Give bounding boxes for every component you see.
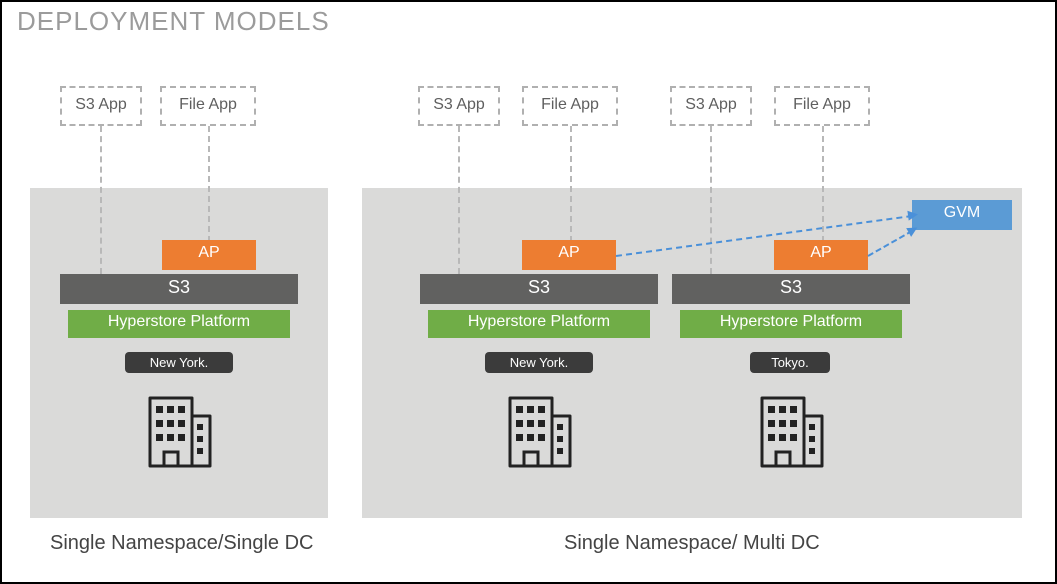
connector-line xyxy=(458,126,460,274)
ap-box: AP xyxy=(522,240,616,270)
s3-band: S3 xyxy=(420,274,658,304)
s3-band: S3 xyxy=(672,274,910,304)
building-icon xyxy=(756,392,826,472)
arrowhead-icon xyxy=(907,209,918,220)
hyperstore-band: Hyperstore Platform xyxy=(680,310,902,338)
hyperstore-band: Hyperstore Platform xyxy=(68,310,290,338)
connector-line xyxy=(570,126,572,242)
connector-line xyxy=(100,126,102,274)
caption-right: Single Namespace/ Multi DC xyxy=(564,532,820,555)
building-icon xyxy=(504,392,574,472)
city-badge: Tokyo. xyxy=(750,352,830,373)
page-title: DEPLOYMENT MODELS xyxy=(17,6,330,37)
s3-app-box: S3 App xyxy=(60,86,142,126)
caption-left: Single Namespace/Single DC xyxy=(50,532,313,555)
file-app-box: File App xyxy=(522,86,618,126)
panel-multi-dc xyxy=(362,188,1022,518)
city-badge: New York. xyxy=(485,352,593,373)
s3-app-box: S3 App xyxy=(670,86,752,126)
ap-box: AP xyxy=(774,240,868,270)
gvm-box: GVM xyxy=(912,200,1012,230)
hyperstore-band: Hyperstore Platform xyxy=(428,310,650,338)
connector-line xyxy=(822,126,824,242)
ap-box: AP xyxy=(162,240,256,270)
diagram-canvas: DEPLOYMENT MODELS Single Namespace/Singl… xyxy=(0,0,1057,584)
building-icon xyxy=(144,392,214,472)
connector-line xyxy=(710,126,712,274)
file-app-box: File App xyxy=(160,86,256,126)
s3-band: S3 xyxy=(60,274,298,304)
connector-line xyxy=(208,126,210,242)
file-app-box: File App xyxy=(774,86,870,126)
city-badge: New York. xyxy=(125,352,233,373)
s3-app-box: S3 App xyxy=(418,86,500,126)
